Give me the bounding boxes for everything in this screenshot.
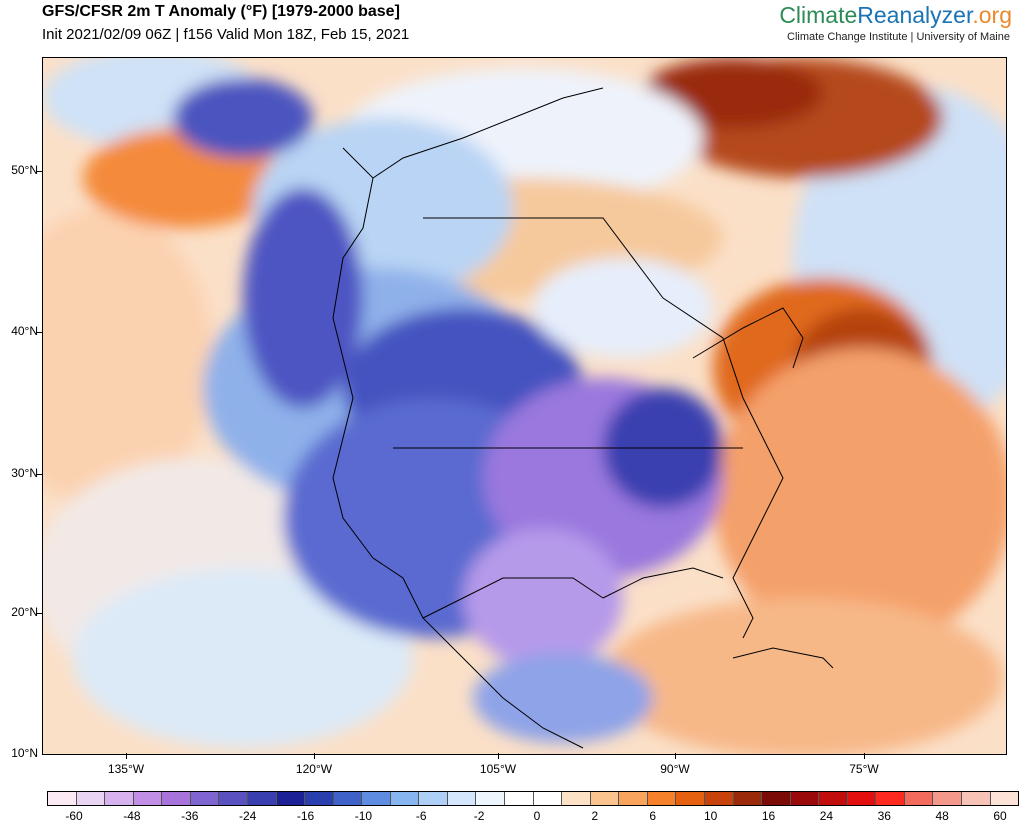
colorbar-swatch (447, 792, 477, 805)
colorbar-label: -2 (473, 809, 485, 823)
colorbar-swatch (333, 792, 363, 805)
coastlines (332, 87, 834, 749)
colorbar-swatch (190, 792, 220, 805)
colorbar-swatch (647, 792, 677, 805)
colorbar-swatch (162, 792, 191, 805)
colorbar-swatch (76, 792, 106, 805)
colorbar-swatch (847, 792, 877, 805)
brand-logo[interactable]: ClimateReanalyzer.org (779, 2, 1012, 29)
colorbar-label: 6 (649, 809, 657, 823)
colorbar-label: -48 (123, 809, 141, 823)
colorbar-swatch (790, 792, 820, 805)
colorbar-swatch (819, 792, 848, 805)
colorbar-swatch (362, 792, 391, 805)
lon-tick (314, 753, 315, 759)
colorbar (47, 791, 1019, 806)
brand-part-org: .org (972, 2, 1012, 28)
lat-tick (36, 332, 42, 333)
lat-label-30n: 30°N (11, 466, 38, 480)
lat-label-10n: 10°N (11, 746, 38, 760)
colorbar-label: -16 (296, 809, 315, 823)
lon-label-75w: 75°W (849, 762, 879, 776)
lon-tick (864, 753, 865, 759)
colorbar-swatch (962, 792, 991, 805)
colorbar-swatch (219, 792, 248, 805)
colorbar-swatch (505, 792, 534, 805)
colorbar-label: 24 (819, 809, 834, 823)
colorbar-swatch (876, 792, 905, 805)
colorbar-swatch (904, 792, 934, 805)
colorbar-swatch (276, 792, 306, 805)
lat-tick (36, 171, 42, 172)
colorbar-swatch (676, 792, 705, 805)
colorbar-swatch (533, 792, 563, 805)
colorbar-label: -60 (65, 809, 83, 823)
chart-title: GFS/CFSR 2m T Anomaly (°F) [1979-2000 ba… (42, 3, 400, 20)
colorbar-swatch (590, 792, 620, 805)
colorbar-swatch (990, 792, 1019, 805)
lat-label-50n: 50°N (11, 163, 38, 177)
colorbar-swatch (390, 792, 420, 805)
colorbar-swatch (476, 792, 505, 805)
colorbar-label: 0 (533, 809, 541, 823)
colorbar-swatch (305, 792, 334, 805)
lon-tick (126, 753, 127, 759)
colorbar-label: -24 (238, 809, 257, 823)
colorbar-label: -10 (354, 809, 373, 823)
colorbar-swatch (933, 792, 962, 805)
colorbar-swatch (733, 792, 763, 805)
colorbar-swatch (762, 792, 791, 805)
colorbar-label: 2 (591, 809, 599, 823)
brand-part-climate: Climate (779, 2, 858, 28)
anomaly-field (43, 58, 1006, 754)
colorbar-label: 48 (935, 809, 949, 823)
colorbar-swatch (619, 792, 648, 805)
lat-label-20n: 20°N (11, 605, 38, 619)
colorbar-label: -6 (415, 809, 427, 823)
lon-label-105w: 105°W (479, 762, 517, 776)
colorbar-swatch (419, 792, 448, 805)
colorbar-label: 10 (703, 809, 718, 823)
colorbar-swatch (562, 792, 591, 805)
colorbar-swatch (133, 792, 163, 805)
lon-tick (675, 753, 676, 759)
lon-tick (498, 753, 499, 759)
colorbar-label: 16 (761, 809, 776, 823)
lon-label-90w: 90°W (660, 762, 690, 776)
brand-tagline: Climate Change Institute | University of… (787, 31, 1010, 43)
colorbar-swatch (48, 792, 77, 805)
colorbar-swatch (704, 792, 734, 805)
colorbar-label: 60 (993, 809, 1007, 823)
brand-part-reanalyzer: Reanalyzer (857, 2, 973, 28)
lat-label-40n: 40°N (11, 324, 38, 338)
lon-label-135w: 135°W (107, 762, 145, 776)
colorbar-label: -36 (181, 809, 199, 823)
anomaly-map[interactable] (42, 57, 1007, 755)
lat-tick (36, 474, 42, 475)
colorbar-swatch (105, 792, 134, 805)
colorbar-label: 36 (877, 809, 891, 823)
chart-subtitle: Init 2021/02/09 06Z | f156 Valid Mon 18Z… (42, 26, 410, 43)
lon-label-120w: 120°W (295, 762, 333, 776)
anomaly-map-graphic (43, 58, 1006, 754)
colorbar-swatch (247, 792, 277, 805)
lat-tick (36, 613, 42, 614)
